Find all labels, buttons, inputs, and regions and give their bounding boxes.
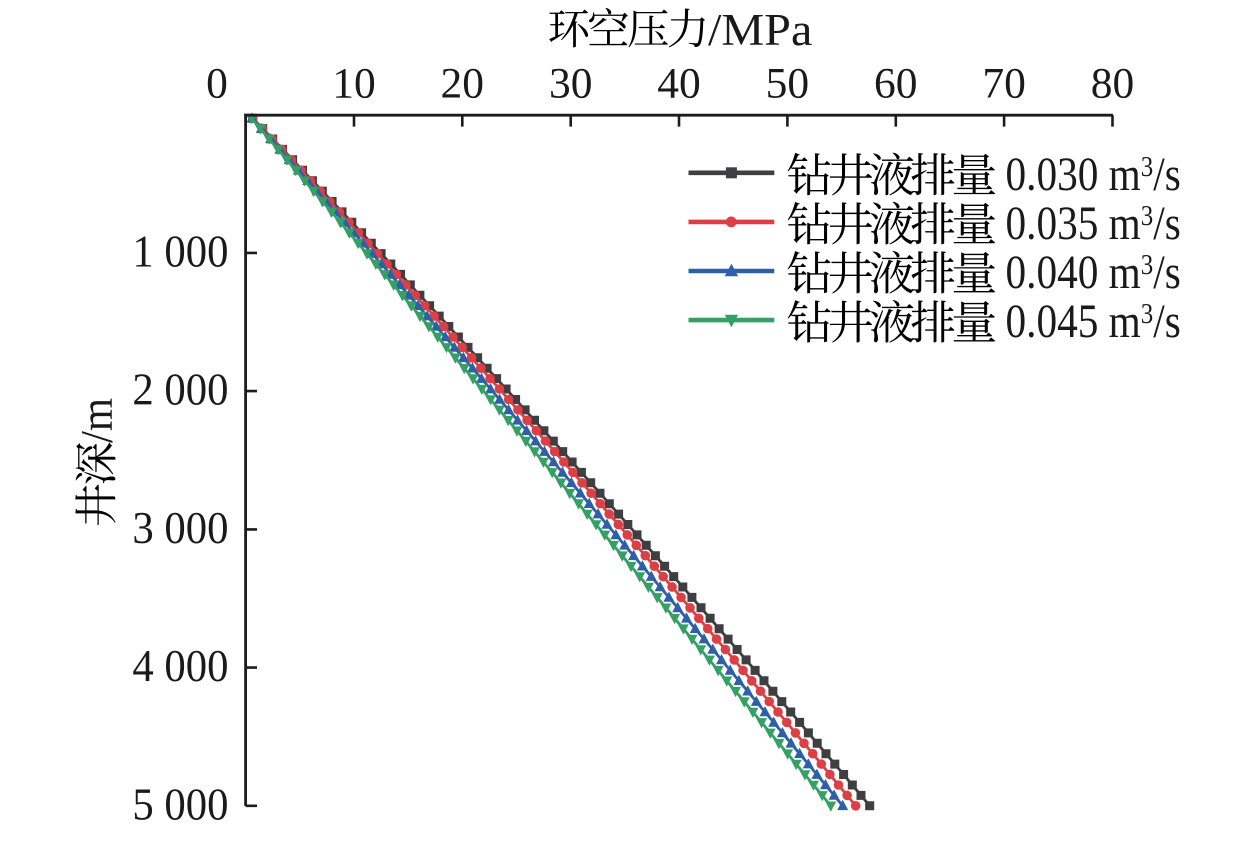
svg-text:2 000: 2 000	[132, 366, 228, 415]
svg-text:0.045 m3/s: 0.045 m3/s	[1006, 294, 1181, 348]
svg-text:30: 30	[549, 60, 593, 108]
svg-text:5 000: 5 000	[132, 780, 228, 829]
svg-text:4 000: 4 000	[132, 642, 228, 691]
svg-text:0.030 m3/s: 0.030 m3/s	[1006, 147, 1181, 201]
svg-text:20: 20	[441, 60, 485, 108]
svg-text:0.035 m3/s: 0.035 m3/s	[1006, 196, 1181, 250]
svg-text:3 000: 3 000	[132, 504, 228, 553]
svg-text:0: 0	[206, 60, 228, 108]
svg-text:50: 50	[766, 60, 810, 108]
svg-text:1 000: 1 000	[132, 227, 228, 276]
svg-text:80: 80	[1091, 60, 1135, 108]
svg-text:70: 70	[982, 60, 1026, 108]
svg-text:40: 40	[657, 60, 701, 108]
svg-text:/m: /m	[73, 398, 122, 443]
svg-text:0.040 m3/s: 0.040 m3/s	[1006, 245, 1181, 299]
svg-text:/MPa: /MPa	[708, 5, 813, 55]
svg-text:10: 10	[332, 60, 376, 108]
svg-text:60: 60	[874, 60, 918, 108]
